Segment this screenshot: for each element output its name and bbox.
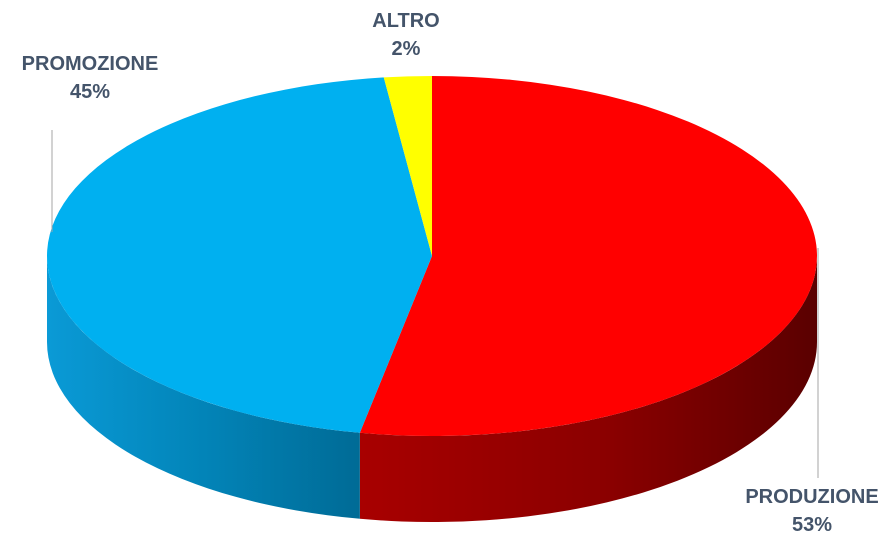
data-label-promozione-name: PROMOZIONE [22, 53, 159, 75]
pie-side-produzione [359, 256, 817, 522]
data-label-produzione-value: 53% [792, 514, 832, 536]
data-label-produzione-name: PRODUZIONE [745, 486, 878, 508]
pie-slice-altro [383, 76, 432, 256]
data-label-altro-value: 2% [392, 38, 421, 60]
pie-slice-produzione [359, 76, 817, 436]
pie-side-promozione [47, 256, 360, 519]
data-label-promozione-value: 45% [70, 81, 110, 103]
data-label-altro-name: ALTRO [372, 10, 439, 32]
pie-slice-promozione [47, 77, 433, 433]
